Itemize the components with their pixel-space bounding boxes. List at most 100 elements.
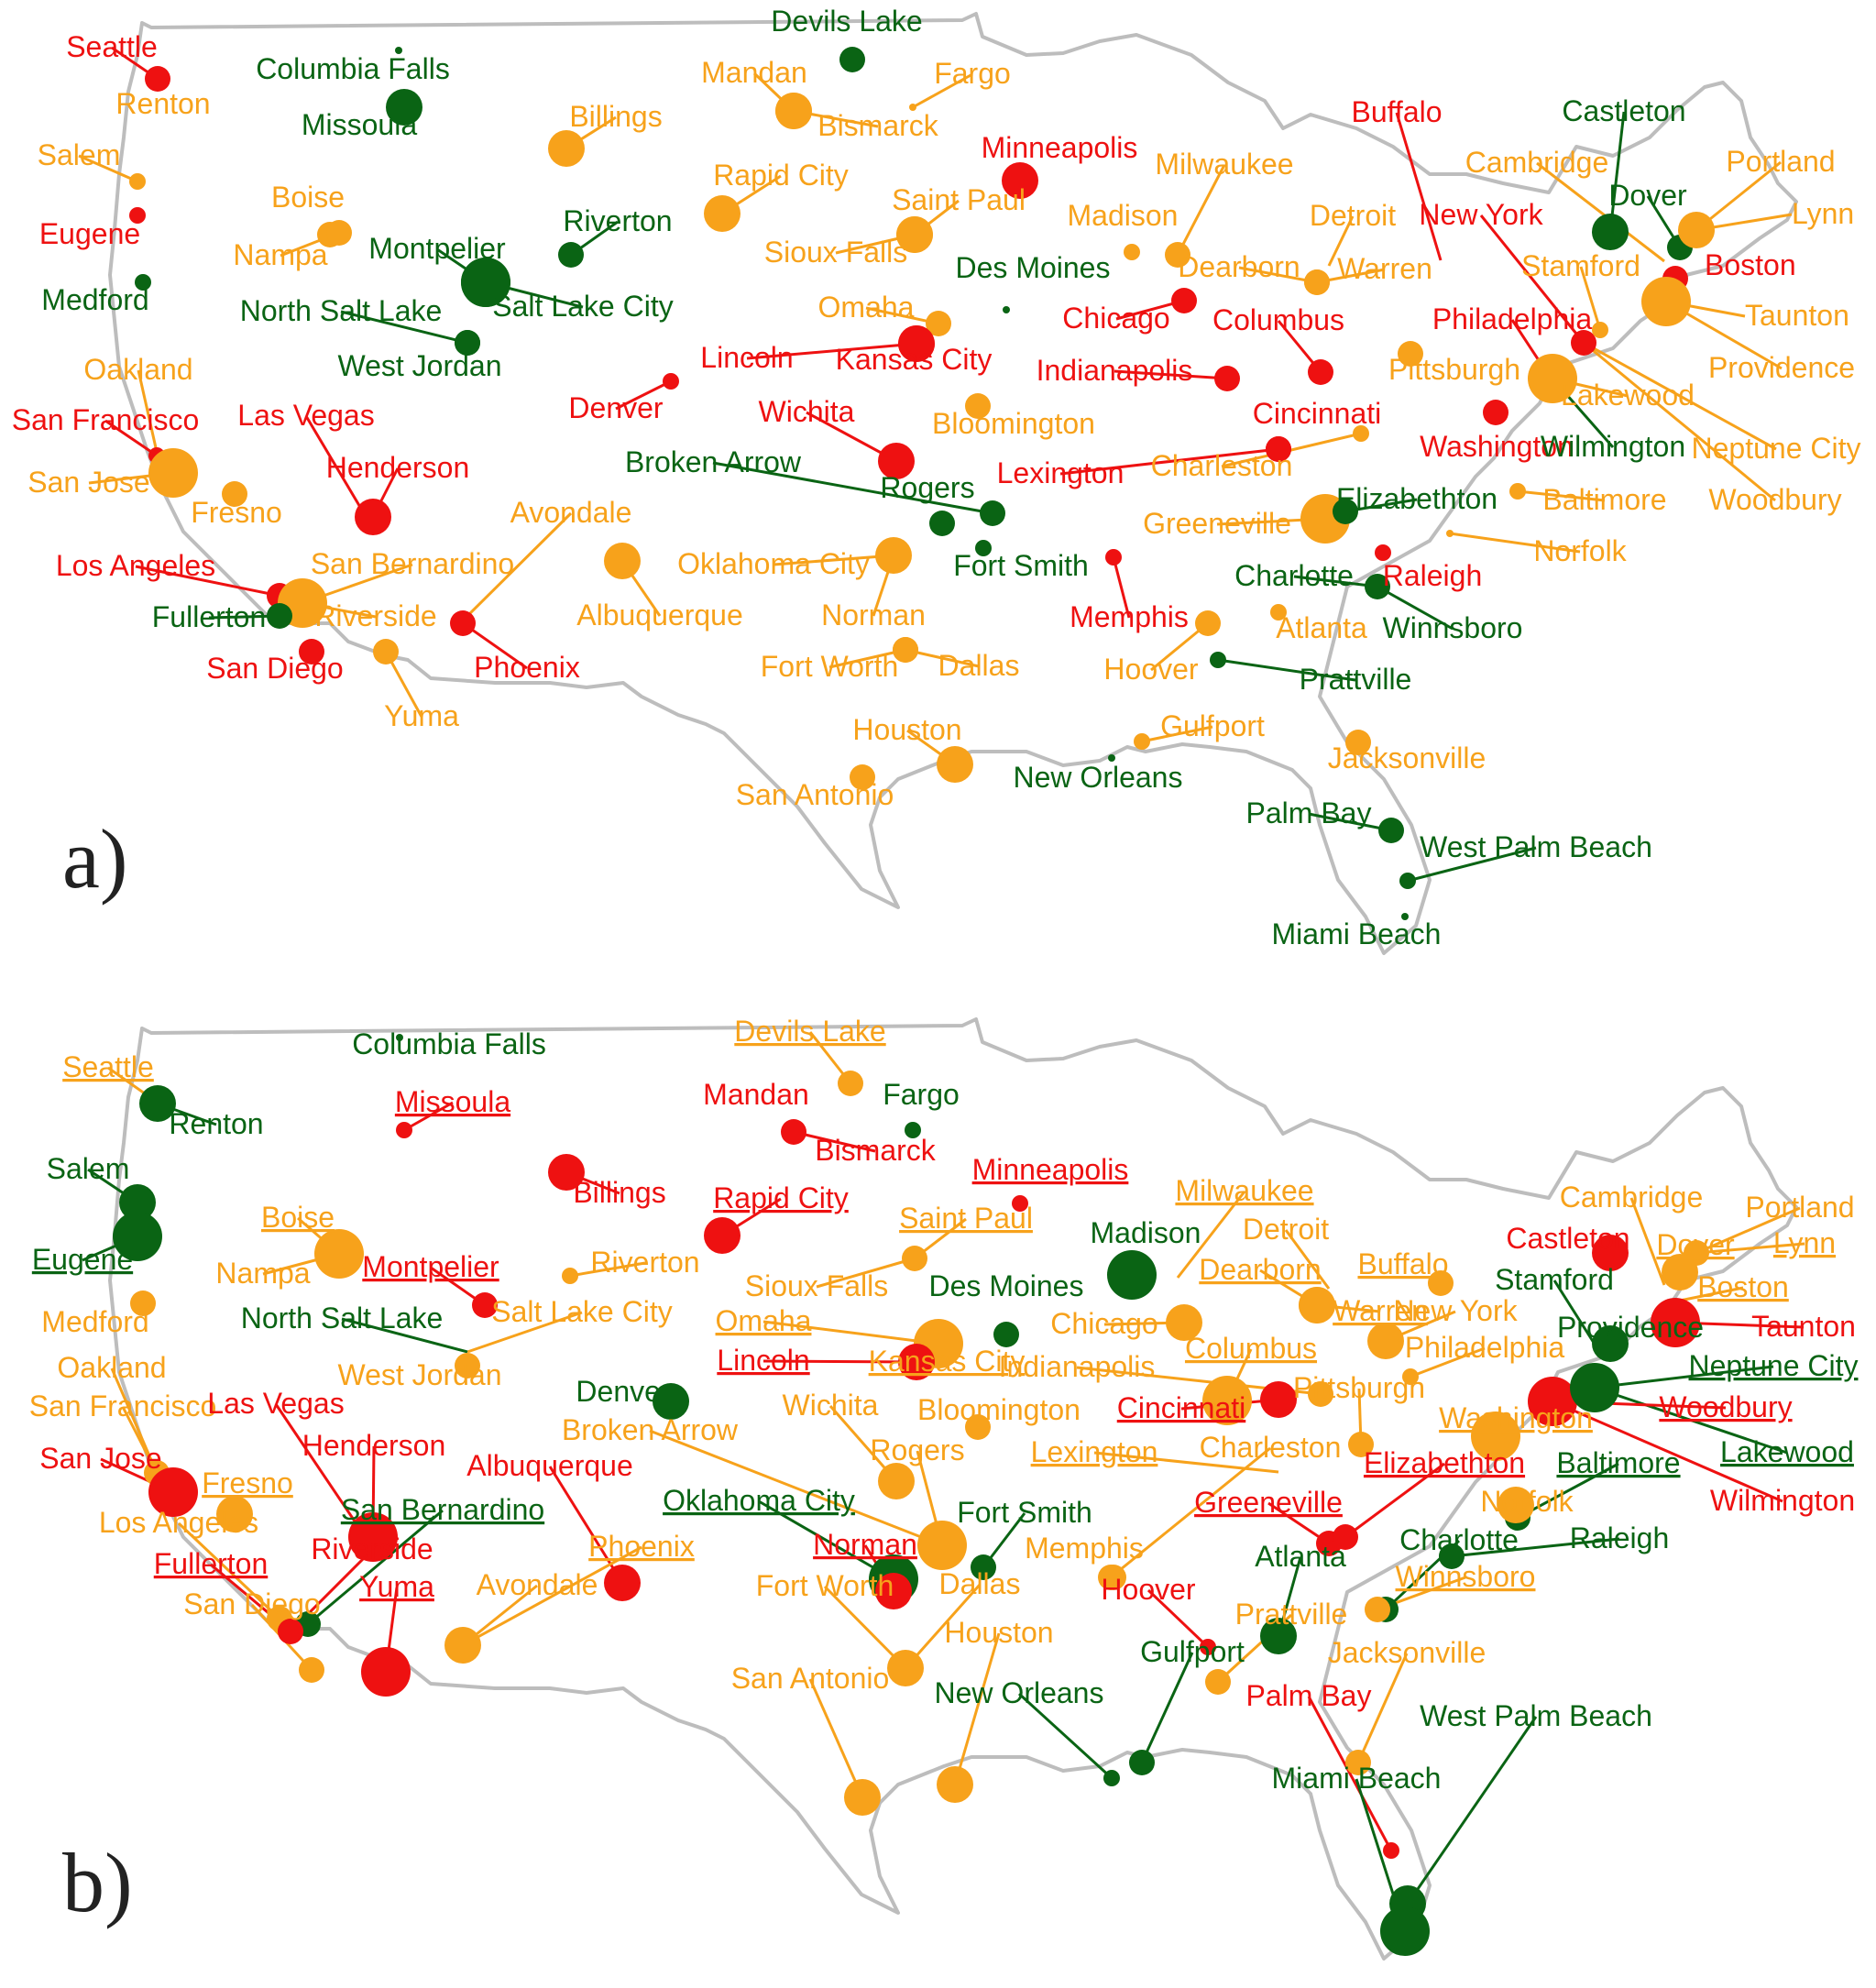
city-label-boise: Boise	[261, 1201, 335, 1234]
city-label-atlanta: Atlanta	[1276, 611, 1367, 644]
leader-line-missoula	[403, 1101, 454, 1132]
city-label-cambridge: Cambridge	[1560, 1181, 1704, 1214]
city-label-indianapolis: Indianapolis	[999, 1350, 1156, 1383]
city-marker-chicago	[1171, 288, 1197, 313]
leader-line-west-palm-beach	[1406, 1716, 1538, 1905]
leader-line-buffalo	[1395, 112, 1443, 261]
city-label-albuquerque: Albuquerque	[466, 1449, 632, 1482]
city-label-fort-smith: Fort Smith	[953, 549, 1089, 582]
city-label-north-salt-lake: North Salt Lake	[240, 294, 443, 327]
city-marker-washington	[1471, 1411, 1520, 1461]
city-label-bismarck: Bismarck	[817, 109, 939, 142]
city-label-wilmington: Wilmington	[1710, 1484, 1855, 1517]
leader-line-oakland	[137, 369, 159, 453]
city-label-fullerton: Fullerton	[154, 1547, 269, 1580]
city-marker-providence	[1592, 1325, 1629, 1362]
leader-line-winnsboro	[1377, 585, 1454, 631]
leader-line-charleston	[1221, 432, 1362, 468]
leader-line-detroit	[1327, 215, 1355, 267]
leader-line-baltimore	[1517, 489, 1606, 502]
city-marker-renton	[139, 1085, 176, 1122]
city-label-raleigh: Raleigh	[1383, 559, 1483, 592]
city-marker-hoover	[1200, 1639, 1216, 1655]
city-label-new-orleans: New Orleans	[935, 1676, 1104, 1709]
city-label-woodbury: Woodbury	[1659, 1390, 1792, 1423]
city-label-boston: Boston	[1697, 1270, 1789, 1303]
leader-line-detroit	[1284, 1229, 1331, 1290]
city-label-palm-bay: Palm Bay	[1246, 796, 1372, 829]
city-label-san-antonio: San Antonio	[736, 778, 894, 811]
city-label-billings: Billings	[573, 1176, 665, 1209]
city-label-riverton: Riverton	[563, 204, 672, 237]
city-label-fort-worth: Fort Worth	[756, 1569, 894, 1602]
city-marker-lincoln	[898, 1344, 935, 1380]
city-marker-henderson	[348, 1512, 398, 1562]
city-label-philadelphia: Philadelphia	[1432, 302, 1593, 335]
city-marker-warren	[1299, 1287, 1335, 1324]
leader-line-riverton	[569, 1261, 646, 1278]
leader-line-new-york	[1479, 214, 1585, 344]
city-label-las-vegas: Las Vegas	[237, 399, 374, 432]
city-label-nampa: Nampa	[215, 1257, 310, 1290]
city-label-boise: Boise	[271, 181, 345, 214]
city-label-medford: Medford	[41, 283, 148, 316]
city-marker-mandan	[781, 1119, 806, 1145]
city-marker-norman	[875, 1573, 912, 1609]
leader-line-lexington	[1093, 1451, 1279, 1474]
city-marker-wichita	[878, 443, 915, 479]
city-label-montpelier: Montpelier	[362, 1250, 499, 1283]
city-label-houston: Houston	[852, 713, 961, 746]
city-label-fresno: Fresno	[191, 496, 282, 529]
city-marker-west-jordan	[455, 330, 480, 356]
city-marker-montpelier	[472, 1292, 498, 1318]
city-marker-san-jose	[148, 448, 198, 498]
city-label-henderson: Henderson	[302, 1429, 446, 1462]
city-label-minneapolis: Minneapolis	[982, 131, 1138, 164]
leader-line-omaha	[762, 1320, 939, 1345]
city-label-buffalo: Buffalo	[1357, 1247, 1448, 1280]
city-label-cincinnati: Cincinnati	[1253, 397, 1382, 430]
city-marker-pittsburgh	[1348, 1432, 1374, 1457]
leader-line-denver	[615, 379, 672, 411]
city-label-new-york: New York	[1393, 1294, 1518, 1327]
leader-line-jacksonville	[1356, 1653, 1409, 1763]
city-label-san-bernardino: San Bernardino	[341, 1493, 544, 1526]
leader-line-las-vegas	[304, 415, 368, 519]
city-marker-west-jordan	[455, 1353, 480, 1378]
city-label-avondale: Avondale	[510, 496, 632, 529]
city-marker-san-antonio	[844, 1779, 881, 1816]
city-marker-fort-smith	[971, 1554, 996, 1580]
city-label-norfolk: Norfolk	[1480, 1485, 1574, 1518]
city-marker-portland	[1684, 1240, 1709, 1266]
city-label-detroit: Detroit	[1243, 1213, 1329, 1246]
leader-line-broken-arrow	[649, 1429, 943, 1547]
city-label-phoenix: Phoenix	[474, 651, 580, 684]
leader-line-milwaukee	[1176, 164, 1226, 256]
city-label-columbia-falls: Columbia Falls	[352, 1027, 546, 1060]
city-marker-elizabethton	[1333, 1524, 1358, 1550]
city-marker-wilmington	[1528, 1377, 1577, 1426]
city-label-washington: Washington	[1420, 430, 1574, 463]
city-marker-atlanta	[1260, 1618, 1297, 1654]
city-label-west-jordan: West Jordan	[337, 1358, 501, 1391]
leader-line-indianapolis	[1114, 369, 1228, 380]
city-marker-salt-lake-city	[461, 258, 510, 307]
city-label-saint-paul: Saint Paul	[899, 1202, 1033, 1235]
city-label-bismarck: Bismarck	[815, 1134, 937, 1167]
city-label-los-angeles: Los Angeles	[99, 1506, 258, 1539]
city-label-prattville: Prattville	[1300, 663, 1412, 696]
city-marker-gulfport	[1129, 1750, 1155, 1775]
city-marker-oklahoma-city	[875, 537, 912, 574]
city-label-pittsburgh: Pittsburgh	[1293, 1371, 1425, 1404]
labels-b: Seattle Renton Columbia Falls Missoula Salem…	[29, 1015, 1859, 1795]
city-marker-memphis	[1101, 1565, 1126, 1590]
city-label-oakland: Oakland	[57, 1351, 166, 1384]
city-marker-fresno	[222, 481, 247, 507]
city-marker-minneapolis	[1012, 1195, 1028, 1212]
city-marker-yuma	[361, 1647, 411, 1697]
panel-label-b: b)	[62, 1836, 133, 1929]
city-label-los-angeles: Los Angeles	[56, 549, 215, 582]
city-marker-nampa	[314, 1229, 364, 1279]
city-label-west-palm-beach: West Palm Beach	[1420, 1699, 1652, 1732]
city-marker-houston	[937, 746, 973, 783]
